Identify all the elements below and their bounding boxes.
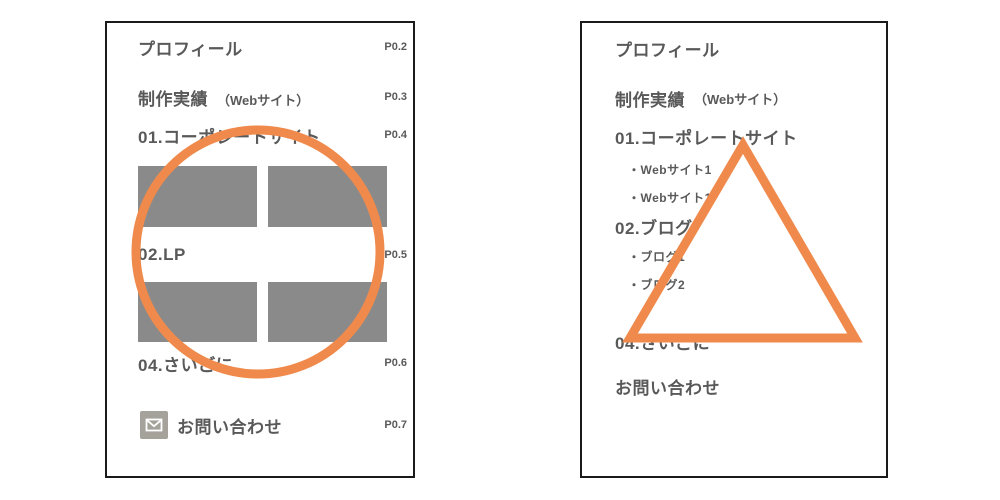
toc-label: 01.コーポレートサイト [615,128,798,148]
page-number: P0.5 [384,249,407,261]
image-placeholder [138,282,257,342]
image-placeholder [268,282,387,342]
image-placeholder [268,166,387,227]
toc-row-works: 制作実績 （Webサイト） [582,87,886,110]
slide-toc-with-thumbnails: プロフィール P0.2 制作実績 （Webサイト） P0.3 01.コーポレート… [105,21,415,478]
toc-label: 01.コーポレートサイト [138,127,321,147]
toc-label: 02.ブログ [615,218,693,238]
toc-subitem: ・Webサイト1 [582,159,886,179]
toc-label: 制作実績 [615,90,685,110]
page-number: P0.7 [384,419,407,431]
toc-label-note: （Webサイト） [694,91,787,107]
toc-row-finally: 04.さいごに [582,330,886,353]
toc-row-corporate-site: 01.コーポレートサイト [582,125,886,148]
toc-label-note: （Webサイト） [217,92,310,108]
toc-row-finally: 04.さいごに P0.6 [107,352,413,375]
toc-row-contact: お問い合わせ P0.7 [107,410,413,440]
slide-toc-text-only: プロフィール 制作実績 （Webサイト） 01.コーポレートサイト ・Webサイ… [580,21,888,478]
toc-row-lp: 02.LP P0.5 [107,244,413,266]
page-number: P0.2 [384,41,407,53]
toc-row-corporate-site: 01.コーポレートサイト P0.4 [107,124,413,147]
toc-label: プロフィール [615,40,720,60]
toc-subitem-label: ・Webサイト1 [628,190,712,205]
page-number: P0.3 [384,91,407,103]
toc-subitem: ・Webサイト1 [582,187,886,207]
toc-label: 04.さいごに [138,355,234,375]
toc-subitem: ・ブログ1 [582,246,886,266]
toc-row-contact: お問い合わせ [582,375,886,398]
toc-subitem-label: ・ブログ1 [628,249,686,264]
toc-label: お問い合わせ [177,417,282,437]
toc-label: 04.さいごに [615,333,711,353]
toc-label: プロフィール [138,39,243,59]
image-placeholder [138,166,257,227]
page-number: P0.6 [384,357,407,369]
toc-label: 02.LP [138,245,186,264]
toc-row-profile: プロフィール P0.2 [107,36,413,59]
envelope-icon [140,411,168,439]
toc-subitem-label: ・ブログ2 [628,277,686,292]
toc-row-blog: 02.ブログ [582,215,886,238]
toc-label: 制作実績 [138,89,208,109]
toc-row-profile: プロフィール [582,37,886,60]
page-number: P0.4 [384,129,407,141]
toc-label: お問い合わせ [615,378,720,398]
toc-subitem: ・ブログ2 [582,274,886,294]
toc-label-group: 制作実績 （Webサイト） [138,85,309,110]
contact-label-group: お問い合わせ [140,411,282,439]
toc-row-works: 制作実績 （Webサイト） P0.3 [107,85,413,110]
toc-subitem-label: ・Webサイト1 [628,162,712,177]
